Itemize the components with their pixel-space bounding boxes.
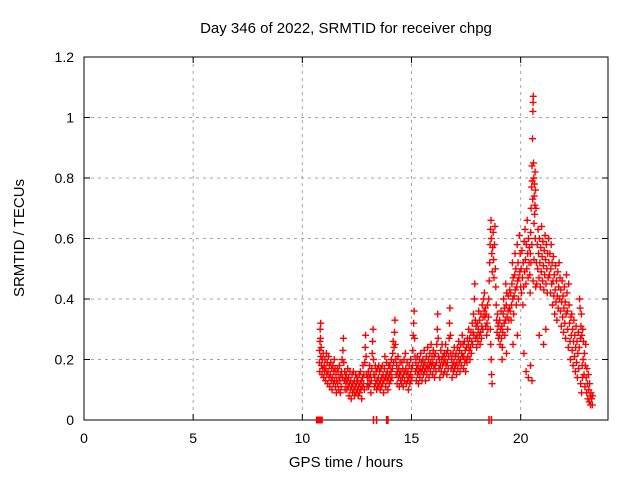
x-tick-label: 10 — [295, 430, 311, 446]
zero-line-markers — [315, 416, 493, 424]
x-tick-label: 20 — [513, 430, 529, 446]
grid-lines — [84, 57, 608, 420]
y-tick-label: 0.4 — [55, 291, 75, 307]
tick-labels: 0 5 10 15 20 0 0.2 0.4 0.6 0.8 1 1.2 — [55, 49, 529, 446]
plot-border — [83, 56, 609, 421]
y-tick-label: 1.2 — [55, 49, 75, 65]
y-tick-label: 0.6 — [55, 231, 75, 247]
x-tick-label: 5 — [189, 430, 197, 446]
zero-square-marker — [315, 416, 323, 424]
x-tick-label: 15 — [404, 430, 420, 446]
y-tick-label: 0 — [66, 412, 74, 428]
data-points — [315, 92, 597, 409]
y-tick-label: 0.2 — [55, 352, 75, 368]
y-tick-label: 0.8 — [55, 170, 75, 186]
x-axis-label: GPS time / hours — [289, 454, 403, 471]
grid-path — [84, 57, 608, 420]
chart-title: Day 346 of 2022, SRMTID for receiver chp… — [200, 20, 492, 37]
scatter-plus-markers — [315, 92, 597, 409]
y-axis-label: SRMTID / TECUs — [11, 179, 28, 297]
y-tick-label: 1 — [66, 110, 74, 126]
x-tick-label: 0 — [80, 430, 88, 446]
